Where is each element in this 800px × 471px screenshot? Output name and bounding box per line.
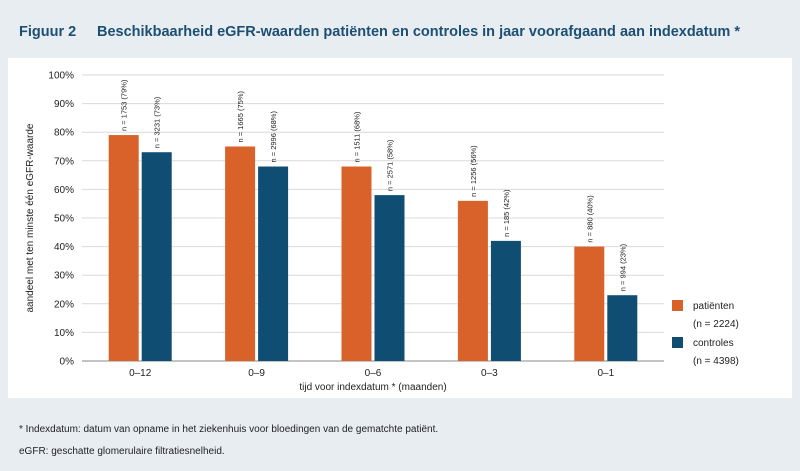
legend-swatch-patienten xyxy=(672,300,683,311)
y-tick-label: 80% xyxy=(54,128,74,139)
footnote-egfr: eGFR: geschatte glomerulaire filtratiesn… xyxy=(19,446,225,457)
bar-patienten xyxy=(574,246,605,361)
data-label-patienten: n = 1511 (68%) xyxy=(353,111,362,162)
x-tick-label: 0–12 xyxy=(129,368,152,379)
y-axis-label: aandeel met ten minste één eGFR-waarde xyxy=(25,123,36,312)
bar-controles xyxy=(607,295,638,361)
legend-label-controles: controles xyxy=(693,338,734,349)
figure-title-row: Figuur 2 Beschikbaarheid eGFR-waarden pat… xyxy=(19,24,740,40)
y-tick-label: 20% xyxy=(54,299,74,310)
y-tick-label: 10% xyxy=(54,328,74,339)
legend-swatch-controles xyxy=(672,337,683,348)
data-label-patienten: n = 1753 (79%) xyxy=(120,79,129,131)
y-tick-label: 30% xyxy=(54,271,74,282)
footnote-indexdatum: * Indexdatum: datum van opname in het zi… xyxy=(19,424,439,435)
data-label-controles: n = 994 (23%) xyxy=(618,243,627,291)
data-label-controles: n = 2571 (58%) xyxy=(386,139,395,191)
y-tick-label: 0% xyxy=(60,357,75,368)
x-tick-label: 0–9 xyxy=(248,368,265,379)
bar-controles xyxy=(374,195,405,361)
legend-count-patienten: (n = 2224) xyxy=(693,319,739,330)
footnotes: * Indexdatum: datum van opname in het zi… xyxy=(19,424,438,468)
y-tick-label: 100% xyxy=(48,71,74,82)
legend-label-patienten: patiënten xyxy=(693,301,734,312)
x-tick-label: 0–3 xyxy=(481,368,498,379)
y-tick-label: 90% xyxy=(54,99,74,110)
bar-patienten xyxy=(341,166,372,361)
legend-count-controles: (n = 4398) xyxy=(693,356,739,367)
data-label-patienten: n = 1256 (56%) xyxy=(469,145,478,197)
bar-patienten xyxy=(108,135,139,361)
x-tick-label: 0–1 xyxy=(597,368,614,379)
chart-panel: 0% 10% 20% 30% 40% 50% 60% 70% 80% 90% 100% aandeel… xyxy=(8,58,792,398)
y-tick-label: 60% xyxy=(54,185,74,196)
x-tick-label: 0–6 xyxy=(365,368,382,379)
data-label-patienten: n = 880 (40%) xyxy=(585,195,594,243)
y-tick-label: 50% xyxy=(54,214,74,225)
bar-controles xyxy=(258,166,289,361)
bar-controles xyxy=(490,240,521,361)
data-label-controles: n = 185 (42%) xyxy=(502,189,511,237)
bar-chart: 0% 10% 20% 30% 40% 50% 60% 70% 80% 90% 100% aandeel… xyxy=(25,71,739,394)
figure-title: Beschikbaarheid eGFR-waarden patiënten e… xyxy=(97,24,740,40)
y-tick-label: 70% xyxy=(54,156,74,167)
data-label-controles: n = 2996 (68%) xyxy=(269,111,278,163)
bar-controles xyxy=(141,152,172,361)
bar-patienten xyxy=(457,200,488,361)
bar-patienten xyxy=(225,146,256,361)
y-tick-label: 40% xyxy=(54,242,74,253)
x-axis-label: tijd voor indexdatum * (maanden) xyxy=(299,382,446,393)
figure-number: Figuur 2 xyxy=(19,24,77,40)
data-label-controles: n = 3231 (73%) xyxy=(153,96,162,148)
data-label-patienten: n = 1665 (75%) xyxy=(236,91,245,143)
